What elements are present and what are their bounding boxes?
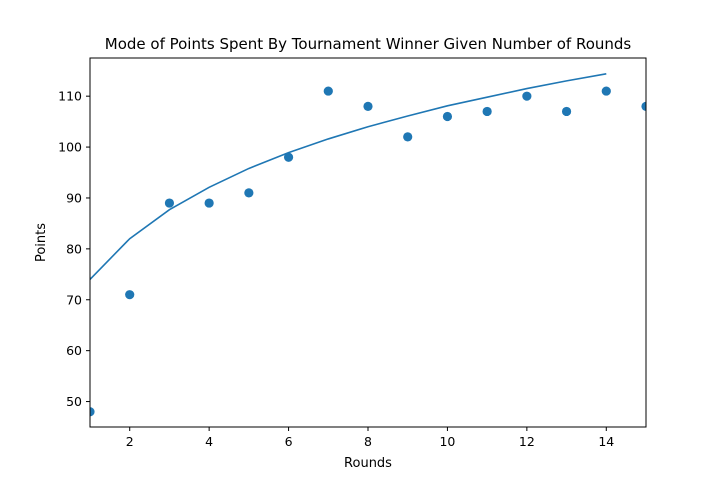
data-point bbox=[164, 198, 175, 208]
plot-area bbox=[90, 72, 646, 417]
data-point bbox=[283, 152, 294, 162]
x-tick-label: 10 bbox=[439, 434, 455, 449]
data-point bbox=[204, 198, 214, 208]
data-point bbox=[522, 91, 532, 101]
fit-line bbox=[90, 72, 607, 280]
y-tick-label: 60 bbox=[66, 343, 82, 358]
x-axis-label: Rounds bbox=[344, 456, 392, 471]
y-tick-label: 90 bbox=[66, 190, 82, 205]
y-tick-label: 110 bbox=[58, 89, 82, 104]
chart-title: Mode of Points Spent By Tournament Winne… bbox=[105, 35, 632, 53]
y-tick-label: 100 bbox=[58, 140, 82, 155]
data-point bbox=[244, 188, 254, 198]
data-point bbox=[363, 101, 373, 111]
x-tick-label: 4 bbox=[205, 434, 213, 449]
data-point bbox=[125, 290, 135, 300]
x-tick-label: 12 bbox=[519, 434, 535, 449]
data-point bbox=[90, 407, 95, 417]
data-point bbox=[561, 106, 572, 117]
y-tick-label: 80 bbox=[66, 241, 82, 256]
y-axis-label: Points bbox=[34, 223, 49, 262]
data-point bbox=[403, 132, 413, 142]
data-point bbox=[482, 106, 492, 117]
x-tick-label: 6 bbox=[285, 434, 293, 449]
y-tick-label: 70 bbox=[66, 292, 82, 307]
x-tick-label: 2 bbox=[126, 434, 134, 449]
x-tick-label: 8 bbox=[364, 434, 372, 449]
data-point bbox=[601, 86, 611, 96]
data-point bbox=[323, 86, 333, 96]
data-point bbox=[442, 111, 453, 122]
data-point bbox=[641, 101, 646, 111]
y-tick-label: 50 bbox=[66, 394, 82, 409]
x-tick-label: 14 bbox=[598, 434, 614, 449]
